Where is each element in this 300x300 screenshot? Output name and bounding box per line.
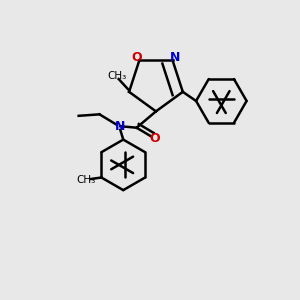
- Text: O: O: [131, 51, 142, 64]
- Text: N: N: [115, 120, 125, 133]
- Text: N: N: [170, 51, 181, 64]
- Text: CH₃: CH₃: [108, 70, 127, 80]
- Text: CH₃: CH₃: [76, 176, 95, 185]
- Text: O: O: [149, 132, 160, 145]
